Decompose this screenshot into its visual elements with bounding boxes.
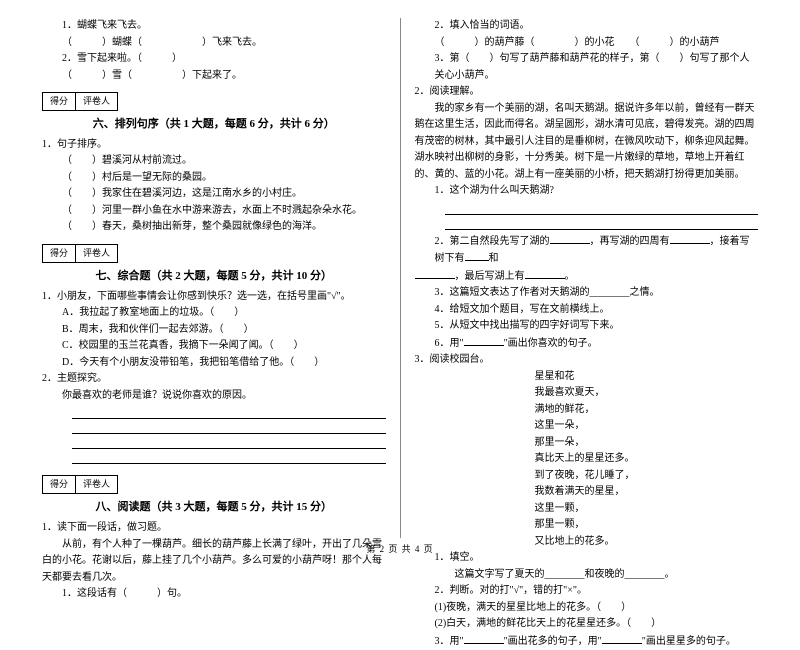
poem-10: 那里一颗， (415, 517, 759, 534)
poem-4: 这里一朵， (415, 418, 759, 435)
r2-6: 6．用""画出你喜欢的句子。 (415, 335, 759, 353)
q6-d: （ ）河里一群小鱼在水中游来游去，水面上不时溅起杂朵水花。 (42, 203, 386, 220)
q-butterfly-2: （ ）蝴蝶（）飞来飞去。 (42, 35, 386, 52)
q6-e: （ ）春天，桑树抽出新芽，整个桑园就像绿色的海洋。 (42, 219, 386, 236)
r1: 2．填入恰当的词语。 (415, 18, 759, 35)
section-7-title: 七、综合题（共 2 大题，每题 5 分，共计 10 分） (42, 267, 386, 285)
r2-4: 4．给短文加个题目，写在文前横线上。 (415, 302, 759, 319)
q7-2q: 你最喜欢的老师是谁？说说你喜欢的原因。 (42, 388, 386, 405)
q6-b: （ ）村后是一望无际的桑园。 (42, 170, 386, 187)
r2-1: 1．这个湖为什么叫天鹅湖? (415, 183, 759, 200)
poem-1: 星星和花 (415, 369, 759, 386)
poem-11: 又比地上的花多。 (415, 534, 759, 551)
poem-8: 我数着满天的星星， (415, 484, 759, 501)
poem-2: 我最喜欢夏天， (415, 385, 759, 402)
r1a: （ ）的葫芦藤（ ）的小花 （ ）的小葫芦 (415, 35, 759, 52)
q7-b: B．周末，我和伙伴们一起去郊游。（ ） (42, 322, 386, 339)
r3-2b: (2)白天，满地的鲜花比天上的花星星还多。（ ） (415, 616, 759, 633)
q-butterfly-1: 1．蝴蝶飞来飞去。 (42, 18, 386, 35)
r2-passage: 我的家乡有一个美丽的湖，名叫天鹅湖。据说许多年以前，曾经有一群天鹅在这里生活，因… (415, 101, 759, 184)
q-snow-1: 2．雪下起来啦。（ ） (42, 51, 386, 68)
r3-2a: (1)夜晚，满天的星星比地上的花多。（ ） (415, 600, 759, 617)
poem-5: 那里一朵， (415, 435, 759, 452)
q7-d: D．今天有个小朋友没带铅笔，我把铅笔借给了他。（ ） (42, 355, 386, 372)
r2: 2．阅读理解。 (415, 84, 759, 101)
r2-2: 2．第二自然段先写了湖的，再写湖的四周有，接着写树下有和 (415, 233, 759, 268)
poem-3: 满地的鲜花， (415, 402, 759, 419)
answer-line (72, 422, 386, 434)
q6-a: （ ）碧溪河从村前流过。 (42, 153, 386, 170)
answer-line (72, 437, 386, 449)
score-box-6: 得分评卷人 (42, 92, 118, 111)
answer-line (72, 407, 386, 419)
q7-2: 2．主题探究。 (42, 371, 386, 388)
poem-9: 这里一颗， (415, 501, 759, 518)
q7-c: C．校园里的玉兰花真香，我摘下一朵闻了闻。（ ） (42, 338, 386, 355)
q7-1: 1．小朋友，下面哪些事情会让你感到快乐？选一选，在括号里画"√"。 (42, 289, 386, 306)
r3-3: 3．用""画出花多的句子，用""画出星星多的句子。 (415, 633, 759, 650)
score-box-7: 得分评卷人 (42, 244, 118, 263)
answer-line (445, 218, 759, 230)
q8-1-passage: 从前，有个人种了一棵葫芦。细长的葫芦藤上长满了绿叶，开出了几朵雪白的小花。花谢以… (42, 537, 386, 587)
q6-c: （ ）我家住在碧溪河边，这是江南水乡的小村庄。 (42, 186, 386, 203)
q8-1: 1．读下面一段话，做习题。 (42, 520, 386, 537)
answer-line (445, 203, 759, 215)
r2-3: 3．这篇短文表达了作者对天鹅湖的________之情。 (415, 285, 759, 302)
r3-2: 2．判断。对的打"√"，错的打"×"。 (415, 583, 759, 600)
r2-5: 5．从短文中找出描写的四字好词写下来。 (415, 318, 759, 335)
r3-1: 1．填空。 (415, 550, 759, 567)
r2-2-cont: ，最后写湖上有。 (415, 268, 759, 286)
section-8-title: 八、阅读题（共 3 大题，每题 5 分，共计 15 分） (42, 498, 386, 516)
r3-1q: 这篇文字写了夏天的________和夜晚的________。 (415, 567, 759, 584)
q7-a: A．我拉起了教室地面上的垃圾。（ ） (42, 305, 386, 322)
r1b: 3．第（ ）句写了葫芦藤和葫芦花的样子，第（ ）句写了那个人关心小葫芦。 (415, 51, 759, 84)
score-box-8: 得分评卷人 (42, 475, 118, 494)
q6-1: 1．句子排序。 (42, 137, 386, 154)
r3: 3．阅读校园台。 (415, 352, 759, 369)
answer-line (72, 452, 386, 464)
section-6-title: 六、排列句序（共 1 大题，每题 6 分，共计 6 分） (42, 115, 386, 133)
poem-6: 真比天上的星星还多。 (415, 451, 759, 468)
q-snow-2: （ ）雪（）下起来了。 (42, 68, 386, 85)
q8-1a: 1．这段话有（ ）句。 (42, 586, 386, 603)
poem-7: 到了夜晚，花儿睡了， (415, 468, 759, 485)
